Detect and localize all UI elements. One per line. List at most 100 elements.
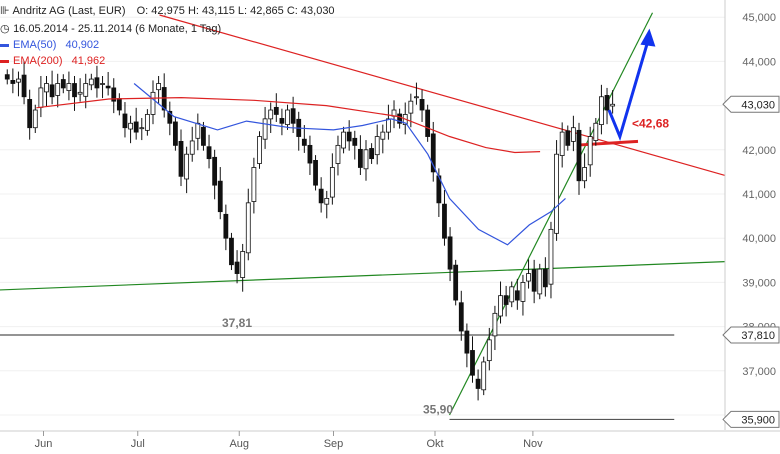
candle-body [38, 87, 44, 108]
candle-body [301, 138, 307, 146]
candle-body [599, 96, 604, 126]
candles [4, 60, 616, 401]
candle-body [161, 87, 167, 111]
candle-body [419, 99, 425, 111]
projection-arrow [607, 42, 649, 142]
candle-body [374, 136, 380, 156]
candle-body [223, 213, 229, 239]
trendline [0, 261, 726, 291]
candle-body [408, 100, 414, 114]
candle-body [10, 80, 16, 84]
candle-body [49, 84, 55, 98]
y-tick-label: 40,000 [742, 233, 776, 245]
candle-body [526, 273, 531, 282]
ema-line [133, 83, 566, 246]
annotation-3590: 35,90 [423, 402, 453, 416]
trendline [159, 14, 726, 177]
candle-body [268, 109, 274, 120]
candle-body [554, 153, 559, 234]
candle-body [447, 236, 453, 270]
level-label-low: 35,900 [741, 414, 775, 426]
candle-body [565, 130, 571, 146]
candle-body [173, 121, 178, 146]
candle-body [475, 378, 481, 389]
candle-body [324, 198, 330, 205]
candle-body [318, 188, 324, 204]
candle-body [32, 109, 38, 129]
candle-body [240, 251, 246, 278]
title-row: ⊪ Andritz AG (Last, EUR) O: 42,975 H: 43… [0, 5, 335, 18]
candle-body [357, 148, 363, 168]
clock-icon: ◷ [0, 23, 10, 35]
candle-body [55, 83, 61, 96]
candle-body [16, 78, 21, 83]
candle-body [341, 131, 346, 149]
candle-body [133, 121, 139, 133]
candle-body [442, 203, 447, 239]
chart-title: Andritz AG (Last, EUR) [12, 5, 126, 17]
x-tick-label: Sep [324, 438, 344, 450]
candle-body [464, 330, 470, 354]
candle-body [189, 140, 195, 155]
candle-body [285, 109, 290, 126]
candle-body [234, 261, 240, 274]
candle-body [559, 131, 565, 156]
legend-ema200: EMA(200) 41,962 [0, 55, 105, 68]
candle-body [279, 118, 285, 124]
candle-body [262, 118, 268, 140]
level-label-low-box [722, 410, 780, 428]
candle-body [4, 74, 10, 80]
trendlines [0, 12, 726, 421]
candle-body [83, 83, 89, 97]
candle-body [542, 268, 548, 288]
candle-body [139, 127, 145, 130]
x-tick-label: Aug [229, 438, 249, 450]
candle-body [156, 83, 161, 91]
annotation-4268: <42,68 [632, 117, 669, 131]
candle-body [593, 122, 599, 141]
candle-body [307, 144, 313, 164]
candle-body [470, 350, 475, 376]
candle-body [335, 144, 341, 164]
ema50-label: EMA(50) [13, 39, 57, 51]
ema200-swatch [0, 59, 9, 63]
candle-body [105, 85, 111, 89]
ema50-value: 40,902 [65, 39, 100, 51]
candle-body [94, 77, 100, 89]
candle-body [610, 103, 616, 107]
candle-body [88, 78, 94, 86]
candle-body [21, 74, 27, 98]
candle-body [587, 136, 593, 166]
candle-body [503, 295, 509, 305]
ema-line [36, 96, 541, 154]
candle-body [380, 131, 386, 140]
candle-body [576, 129, 582, 182]
candle-body [520, 281, 526, 302]
last-price-label-box [722, 95, 780, 113]
candle-body [257, 136, 262, 164]
candle-body [352, 137, 358, 146]
candle-body [531, 269, 537, 292]
candle-body [122, 113, 128, 129]
candle-body [458, 302, 464, 332]
period-row: ◷ 16.05.2014 - 25.11.2014 (6 Monate, 1 T… [0, 23, 221, 36]
ohlc-values: O: 42,975 H: 43,115 L: 42,865 C: 43,030 [136, 5, 335, 17]
candle-body [178, 141, 184, 177]
annotations: 43,030 37,810 35,900 37,81 35,90 <42,68 [222, 28, 780, 428]
candle-body [313, 160, 318, 186]
candle-body [486, 339, 492, 362]
candle-body [217, 180, 223, 213]
candle-body [369, 148, 374, 160]
annotation-3781: 37,81 [222, 316, 252, 330]
candle-body [346, 131, 352, 142]
candle-body [481, 361, 487, 391]
candle-body [498, 295, 503, 317]
ema50-swatch [0, 43, 9, 47]
candle-body [492, 312, 498, 337]
candle-body [397, 113, 403, 124]
candle-body [604, 95, 610, 111]
y-tick-label: 39,000 [742, 277, 776, 289]
candle-body [144, 114, 150, 131]
